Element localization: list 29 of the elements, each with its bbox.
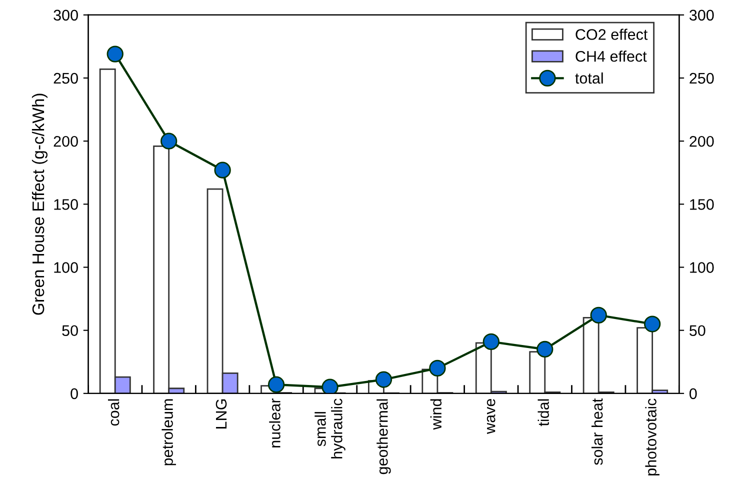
y2-tick-label: 100 (690, 262, 714, 273)
legend-label: total (575, 72, 603, 84)
x-tick-label: photovotaic (645, 398, 660, 476)
y-tick-label: 0 (70, 388, 78, 400)
y2-tick-label: 300 (689, 10, 714, 21)
y-axis-title: Green House Effect (g-c/kWh) (32, 94, 48, 315)
x-tick-label: tidal (538, 399, 549, 426)
x-tick-label: petroleum (162, 399, 176, 466)
x-tick-label: solar heat (591, 398, 603, 465)
x-tick-label: wave (486, 398, 496, 434)
y2-tick-label: 250 (690, 72, 714, 84)
y-tick-label: 300 (54, 10, 78, 21)
x-tick-label: small hydraulic (314, 398, 346, 458)
y-tick-label: 150 (54, 199, 78, 210)
legend-label: CO2 effect (576, 28, 648, 40)
y-tick-label: 100 (54, 262, 78, 273)
y2-tick-label: 0 (690, 388, 697, 400)
x-tick-label: LNG (216, 399, 227, 428)
y2-tick-label: 50 (690, 325, 706, 336)
y-tick-label: 200 (54, 136, 78, 147)
x-tick-label: wind (430, 399, 442, 430)
y-tick-label: 50 (62, 325, 78, 336)
y2-tick-label: 200 (690, 136, 714, 147)
x-tick-label: geothermal (376, 399, 391, 474)
y2-tick-label: 150 (690, 199, 714, 210)
legend-label: CH4 effect (576, 50, 647, 62)
y-tick-label: 250 (54, 72, 78, 84)
x-tick-label: nuclear (269, 398, 280, 448)
x-tick-label: coal (108, 399, 120, 426)
